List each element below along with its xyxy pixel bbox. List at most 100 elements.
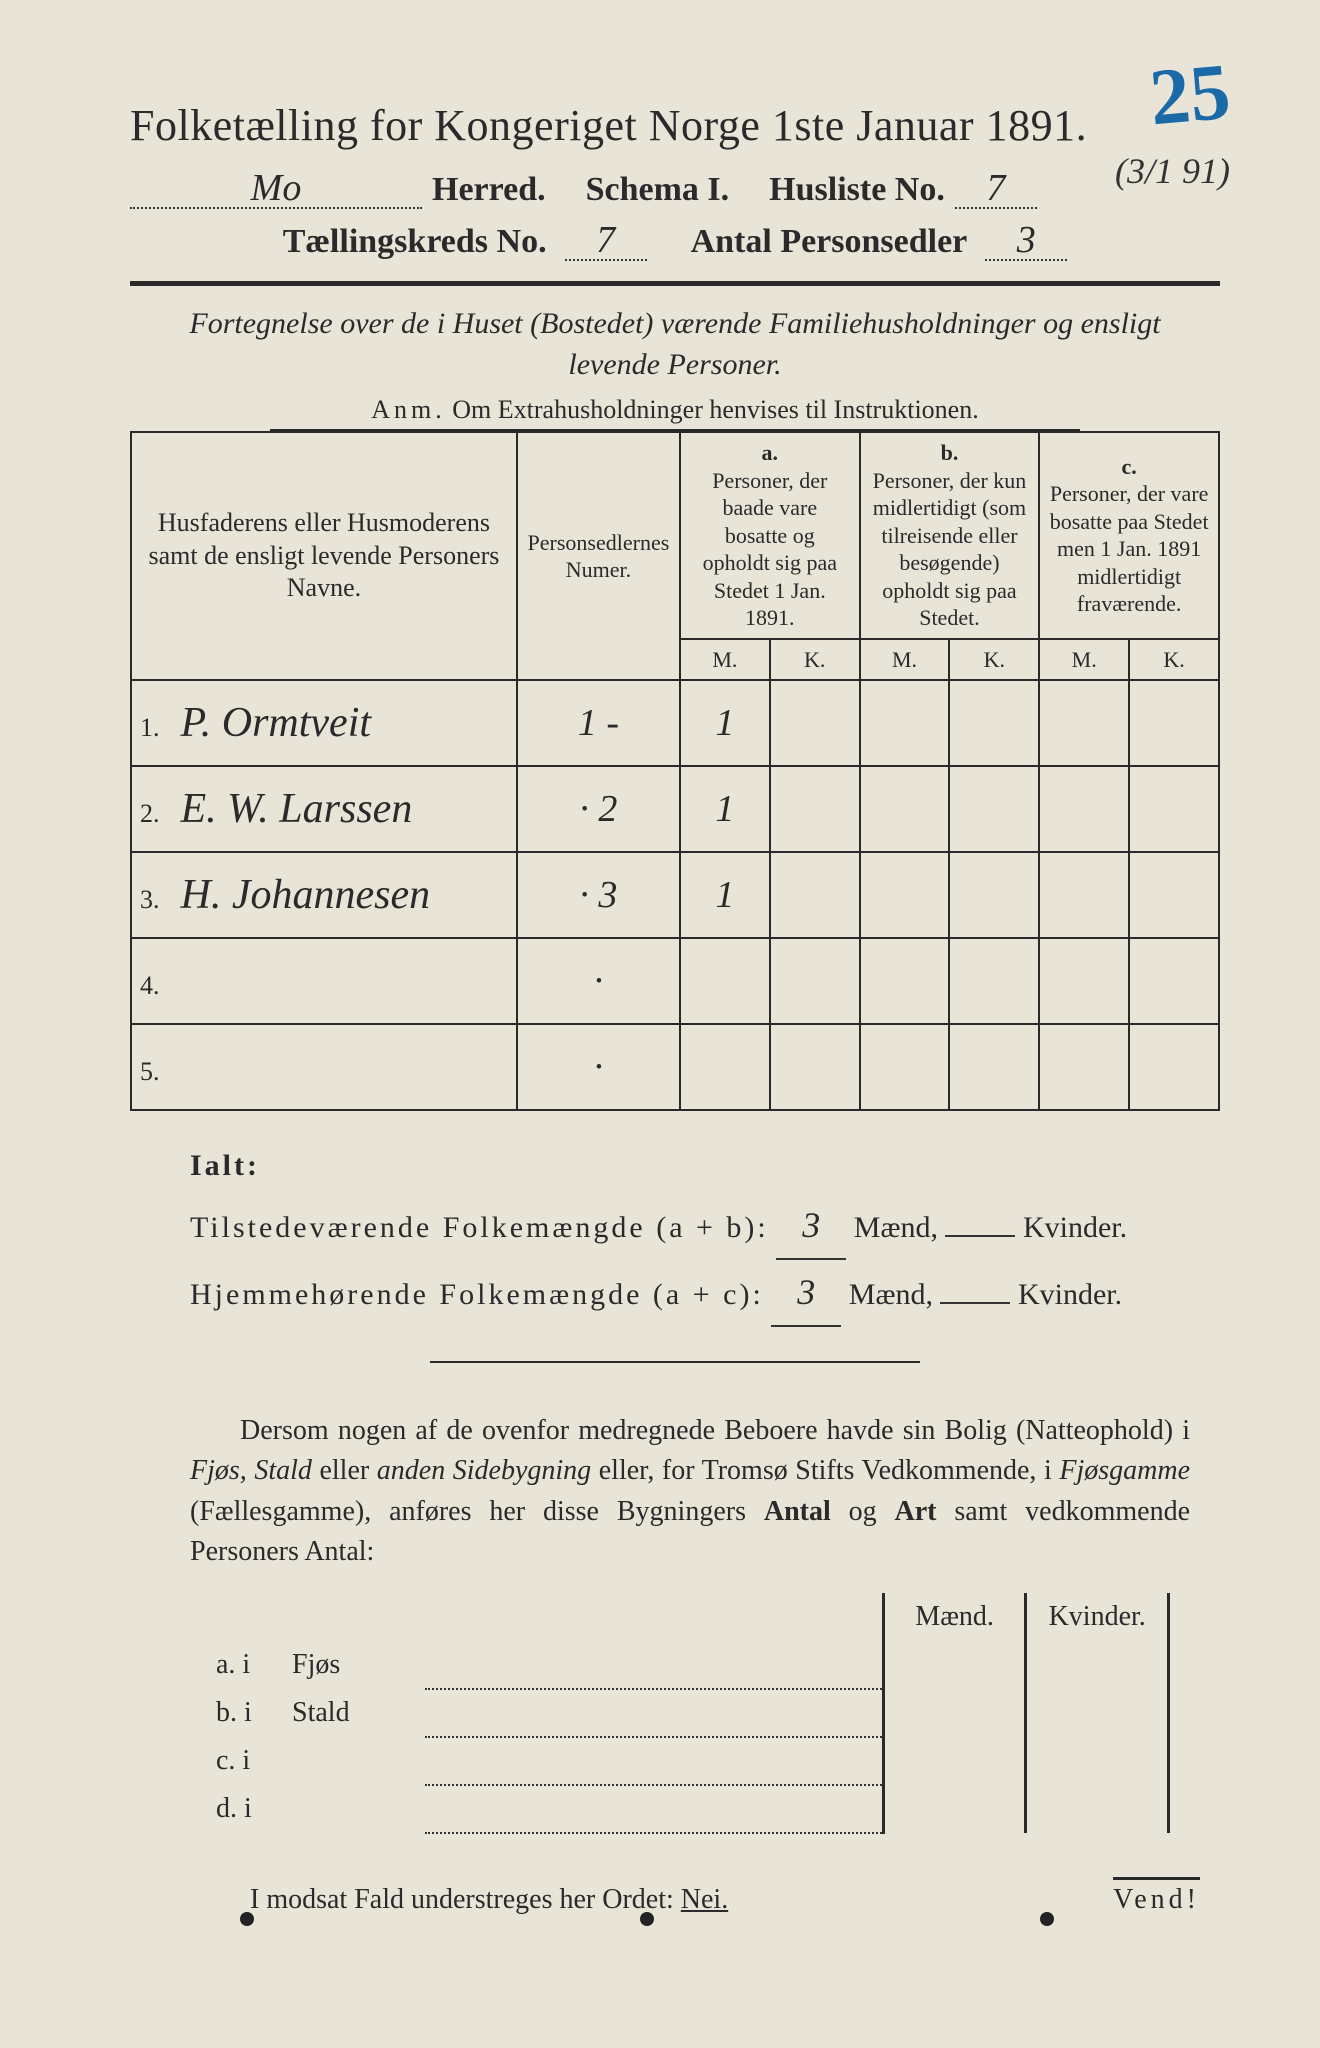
b-k-cell: [949, 680, 1039, 766]
col-a-header: a. Personer, der baade vare bosatte og o…: [680, 432, 860, 639]
bottom-m-cell: [883, 1737, 1026, 1785]
b-k-cell: [949, 1024, 1039, 1110]
bottom-k-cell: [1026, 1785, 1169, 1833]
col-b-m: M.: [860, 639, 950, 681]
b-m-cell: [860, 1024, 950, 1110]
b-m-cell: [860, 680, 950, 766]
bottom-row-type: Fjøs: [286, 1641, 425, 1689]
corner-number-annotation: 25: [1146, 47, 1234, 145]
a-k-cell: [770, 852, 860, 938]
bottom-row-type: [286, 1737, 425, 1785]
sedler-label: Antal Personsedler: [691, 223, 968, 261]
bottom-row-type: Stald: [286, 1689, 425, 1737]
table-row: 3. H. Johannesen· 31: [131, 852, 1219, 938]
corner-date-annotation: (3/1 91): [1115, 150, 1230, 192]
bottom-row-label: b. i: [210, 1689, 286, 1737]
subtitle: Fortegnelse over de i Huset (Bostedet) v…: [170, 304, 1180, 385]
c-k-cell: [1129, 1024, 1219, 1110]
header-row-2: Tællingskreds No. 7 Antal Personsedler 3: [130, 221, 1220, 261]
c-m-cell: [1039, 766, 1129, 852]
c-m-cell: [1039, 938, 1129, 1024]
main-table: Husfaderens eller Husmoderens samt de en…: [130, 431, 1220, 1111]
tilstede-label: Tilstedeværende Folkemængde (a + b):: [190, 1211, 769, 1244]
num-cell: ·: [517, 1024, 680, 1110]
bottom-k-cell: [1026, 1737, 1169, 1785]
table-row: 4. ·: [131, 938, 1219, 1024]
husliste-label: Husliste No.: [769, 171, 945, 209]
b-m-cell: [860, 852, 950, 938]
col-name-header: Husfaderens eller Husmoderens samt de en…: [131, 432, 517, 680]
sedler-value: 3: [985, 221, 1067, 261]
b-k-cell: [949, 852, 1039, 938]
bottom-kvinder-header: Kvinder.: [1026, 1593, 1169, 1641]
punch-mark: [1040, 1912, 1054, 1926]
col-b-header: b. Personer, der kun midlertidigt (som t…: [860, 432, 1040, 639]
a-k-cell: [770, 680, 860, 766]
bottom-k-cell: [1026, 1641, 1169, 1689]
hjemme-m: 3: [771, 1260, 841, 1327]
table-row: 2. E. W. Larssen· 21: [131, 766, 1219, 852]
col-c-k: K.: [1129, 639, 1219, 681]
a-k-cell: [770, 766, 860, 852]
col-a-k: K.: [770, 639, 860, 681]
a-m-cell: 1: [680, 680, 770, 766]
schema-label: Schema I.: [586, 171, 730, 209]
num-cell: 1 -: [517, 680, 680, 766]
herred-value: Mo: [130, 169, 422, 209]
bottom-m-cell: [883, 1785, 1026, 1833]
c-m-cell: [1039, 852, 1129, 938]
a-k-cell: [770, 1024, 860, 1110]
name-cell: 4.: [131, 938, 517, 1024]
bottom-row-type: [286, 1785, 425, 1833]
b-m-cell: [860, 938, 950, 1024]
a-m-cell: [680, 1024, 770, 1110]
kreds-value: 7: [565, 221, 647, 261]
divider: [430, 1361, 920, 1363]
explanatory-paragraph: Dersom nogen af de ovenfor medregnede Be…: [190, 1411, 1190, 1573]
b-k-cell: [949, 938, 1039, 1024]
c-k-cell: [1129, 852, 1219, 938]
bottom-row-label: c. i: [210, 1737, 286, 1785]
bottom-table: Mænd. Kvinder. a. iFjøsb. iStaldc. id. i: [210, 1593, 1170, 1834]
num-cell: ·: [517, 938, 680, 1024]
document-title: Folketælling for Kongeriget Norge 1ste J…: [130, 100, 1220, 151]
num-cell: · 3: [517, 852, 680, 938]
b-k-cell: [949, 766, 1039, 852]
name-cell: 3. H. Johannesen: [131, 852, 517, 938]
maend-label: Mænd,: [854, 1211, 938, 1244]
a-k-cell: [770, 938, 860, 1024]
num-cell: · 2: [517, 766, 680, 852]
nei-word: Nei.: [681, 1884, 728, 1915]
bottom-m-cell: [883, 1689, 1026, 1737]
tilstede-k: [945, 1235, 1015, 1237]
c-m-cell: [1039, 680, 1129, 766]
name-cell: 1. P. Ormtveit: [131, 680, 517, 766]
maend-label: Mænd,: [849, 1278, 933, 1311]
modsat-line: I modsat Fald understreges her Ordet: Ne…: [250, 1884, 1220, 1916]
tilstede-m: 3: [776, 1193, 846, 1260]
punch-mark: [240, 1912, 254, 1926]
kreds-label: Tællingskreds No.: [283, 223, 547, 261]
col-a-m: M.: [680, 639, 770, 681]
c-k-cell: [1129, 766, 1219, 852]
a-m-cell: 1: [680, 852, 770, 938]
bottom-row-dots: [425, 1737, 883, 1785]
header-row-1: Mo Herred. Schema I. Husliste No. 7: [130, 169, 1220, 209]
punch-mark: [640, 1912, 654, 1926]
anm-label: Anm.: [371, 395, 446, 424]
c-m-cell: [1039, 1024, 1129, 1110]
col-b-k: K.: [949, 639, 1039, 681]
bottom-maend-header: Mænd.: [883, 1593, 1026, 1641]
bottom-row: c. i: [210, 1737, 1169, 1785]
bottom-row-label: a. i: [210, 1641, 286, 1689]
ialt-label: Ialt:: [190, 1139, 1220, 1193]
bottom-row-dots: [425, 1785, 883, 1833]
a-m-cell: [680, 938, 770, 1024]
b-m-cell: [860, 766, 950, 852]
c-k-cell: [1129, 680, 1219, 766]
hjemme-label: Hjemmehørende Folkemængde (a + c):: [190, 1278, 764, 1311]
name-cell: 5.: [131, 1024, 517, 1110]
kvinder-label: Kvinder.: [1018, 1278, 1122, 1311]
bottom-row-dots: [425, 1641, 883, 1689]
bottom-row: a. iFjøs: [210, 1641, 1169, 1689]
